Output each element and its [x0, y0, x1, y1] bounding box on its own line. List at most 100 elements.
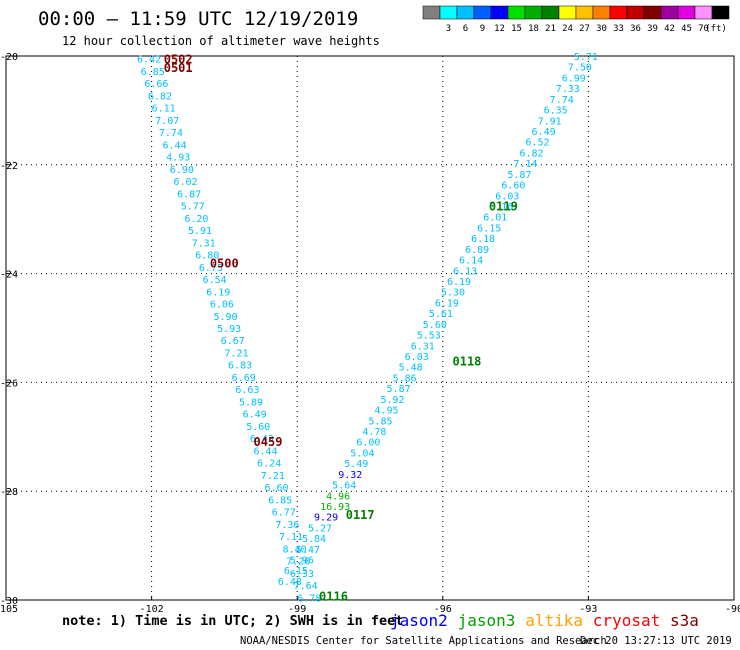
legend-tick-label: 36: [630, 24, 641, 34]
wave-height-label: 7.07: [155, 116, 179, 127]
legend-tick-label: 33: [613, 24, 624, 34]
wave-height-label: 6.49: [243, 410, 267, 421]
legend-tick-label: 3: [446, 24, 451, 34]
satellite-name-jason3: jason3: [458, 611, 516, 630]
wave-height-label: 5.96: [290, 556, 314, 567]
legend-swatch: [507, 5, 526, 20]
legend-swatch: [422, 5, 441, 20]
wave-height-label: 6.00: [356, 438, 380, 449]
axis-ticks: -105 -102 -99 -96 -93 -90 -20 -22 -24 -26 -28 -30: [0, 52, 740, 615]
wave-height-label: 6.52: [526, 138, 550, 149]
x-tick-label: -105: [0, 604, 18, 615]
wave-height-label: 5.60: [423, 320, 447, 331]
credit-line: NOAA/NESDIS Center for Satellite Applica…: [240, 635, 607, 647]
legend-swatch: [473, 5, 492, 20]
y-tick-label: -28: [0, 487, 18, 498]
wave-height-label: 6.82: [148, 91, 172, 102]
wave-height-label: 9.29: [314, 513, 338, 524]
legend-tick-label: 45: [681, 24, 692, 34]
legend-tick-label: 70: [698, 24, 709, 34]
legend-unit: (ft): [705, 24, 727, 34]
wave-height-label: 7.64: [294, 581, 318, 592]
map-subtitle: 12 hour collection of altimeter wave hei…: [62, 34, 380, 48]
legend-swatch: [677, 5, 696, 20]
wave-height-label: 5.49: [344, 459, 368, 470]
wave-height-label: 5.89: [239, 397, 263, 408]
wave-height-label: 7.21: [224, 348, 248, 359]
plot-frame: [5, 55, 735, 601]
wave-height-label: 6.77: [272, 508, 296, 519]
y-tick-label: -24: [0, 270, 18, 281]
legend-tick-label: 6: [463, 24, 468, 34]
wave-height-label: 5.77: [181, 202, 205, 213]
wave-height-label: 6.60: [501, 181, 525, 192]
legend-tick-label: 30: [596, 24, 607, 34]
wave-height-label: 6.20: [184, 214, 208, 225]
legend-swatch: [558, 5, 577, 20]
wave-height-label: 6.78: [297, 593, 321, 604]
legend-swatch: [456, 5, 475, 20]
wave-height-label: 6.15: [284, 566, 308, 577]
wave-height-label: 7.31: [192, 238, 216, 249]
wave-height-label: 6.48: [278, 577, 302, 588]
plot-area: -105 -102 -99 -96 -93 -90 -20 -22 -24 -26 -28 -30 6…: [0, 52, 740, 615]
legend-swatch: [660, 5, 679, 20]
wave-height-label: 7.91: [538, 116, 562, 127]
x-tick-label: -102: [140, 604, 164, 615]
legend-tick-label: 21: [545, 24, 556, 34]
legend-swatch: [643, 5, 662, 20]
wave-height-label: 7.20: [286, 557, 310, 568]
y-tick-label: -20: [0, 52, 18, 63]
legend-tick-label: 24: [562, 24, 573, 34]
wave-height-label: 7.36: [275, 520, 299, 531]
wave-height-label: 5.92: [380, 395, 404, 406]
wave-height-label: 6.60: [264, 483, 288, 494]
wave-height-label: 6.63: [235, 385, 259, 396]
wave-height-label: 6.87: [177, 189, 201, 200]
wave-height-label: 4.93: [166, 153, 190, 164]
wave-height-label: 5.91: [188, 226, 212, 237]
satellite-name-s3a: s3a: [670, 611, 699, 630]
wave-height-label: 5.53: [417, 331, 441, 342]
wave-height-label: 5.61: [429, 309, 453, 320]
wave-height-label: 6.35: [544, 106, 568, 117]
legend-tick-label: 9: [480, 24, 485, 34]
satellite-name-cryosat: cryosat: [593, 611, 660, 630]
pass-time-label: 0502: [164, 53, 193, 67]
legend-swatch: [694, 5, 713, 20]
pass-time-label: 0119: [489, 200, 518, 214]
color-legend: 3 6 9 12 15 18 21 24 27 30 33 36 39 42 45 70(ft): [422, 5, 730, 34]
legend-tick-label: 27: [579, 24, 590, 34]
satellite-name-altika: altika: [525, 611, 583, 630]
legend-swatch: [626, 5, 645, 20]
wave-height-label: 16.93: [320, 502, 350, 513]
wave-height-label: 6.14: [459, 256, 483, 267]
wave-height-label: 5.84: [302, 534, 326, 545]
satellite-tracks: 6.426.856.666.826.117.077.746.444.936.90…: [137, 52, 598, 604]
legend-swatch: [575, 5, 594, 20]
wave-height-label: 6.99: [562, 73, 586, 84]
satellite-name-jason2: jason2: [390, 611, 448, 630]
wave-height-label: 7.21: [261, 471, 285, 482]
wave-height-label: 6.16: [489, 202, 513, 213]
wave-height-label: 6.19: [435, 298, 459, 309]
legend-swatch: [541, 5, 560, 20]
wave-height-label: 5.71: [574, 52, 598, 63]
legend-swatch: [609, 5, 628, 20]
wave-height-label: 7.74: [550, 95, 574, 106]
wave-height-label: 6.69: [232, 373, 256, 384]
wave-height-label: 6.67: [221, 336, 245, 347]
wave-height-label: 5.90: [213, 312, 237, 323]
legend-tick-label: 42: [664, 24, 675, 34]
wave-height-label: 5.93: [217, 324, 241, 335]
wave-height-label: 7.74: [159, 128, 183, 139]
timestamp: Dec 20 13:27:13 UTC 2019: [580, 635, 732, 647]
wave-height-label: 6.54: [203, 275, 227, 286]
satellite-legend: jason2 jason3 altika cryosat s3a: [390, 611, 699, 630]
wave-height-label: 5.27: [308, 523, 332, 534]
wave-height-label: 5.86: [393, 373, 417, 384]
map-title: 00:00 — 11:59 UTC 12/19/2019: [38, 8, 358, 30]
wave-height-label: 5.87: [507, 170, 531, 181]
wave-height-label: 6.44: [254, 446, 278, 457]
